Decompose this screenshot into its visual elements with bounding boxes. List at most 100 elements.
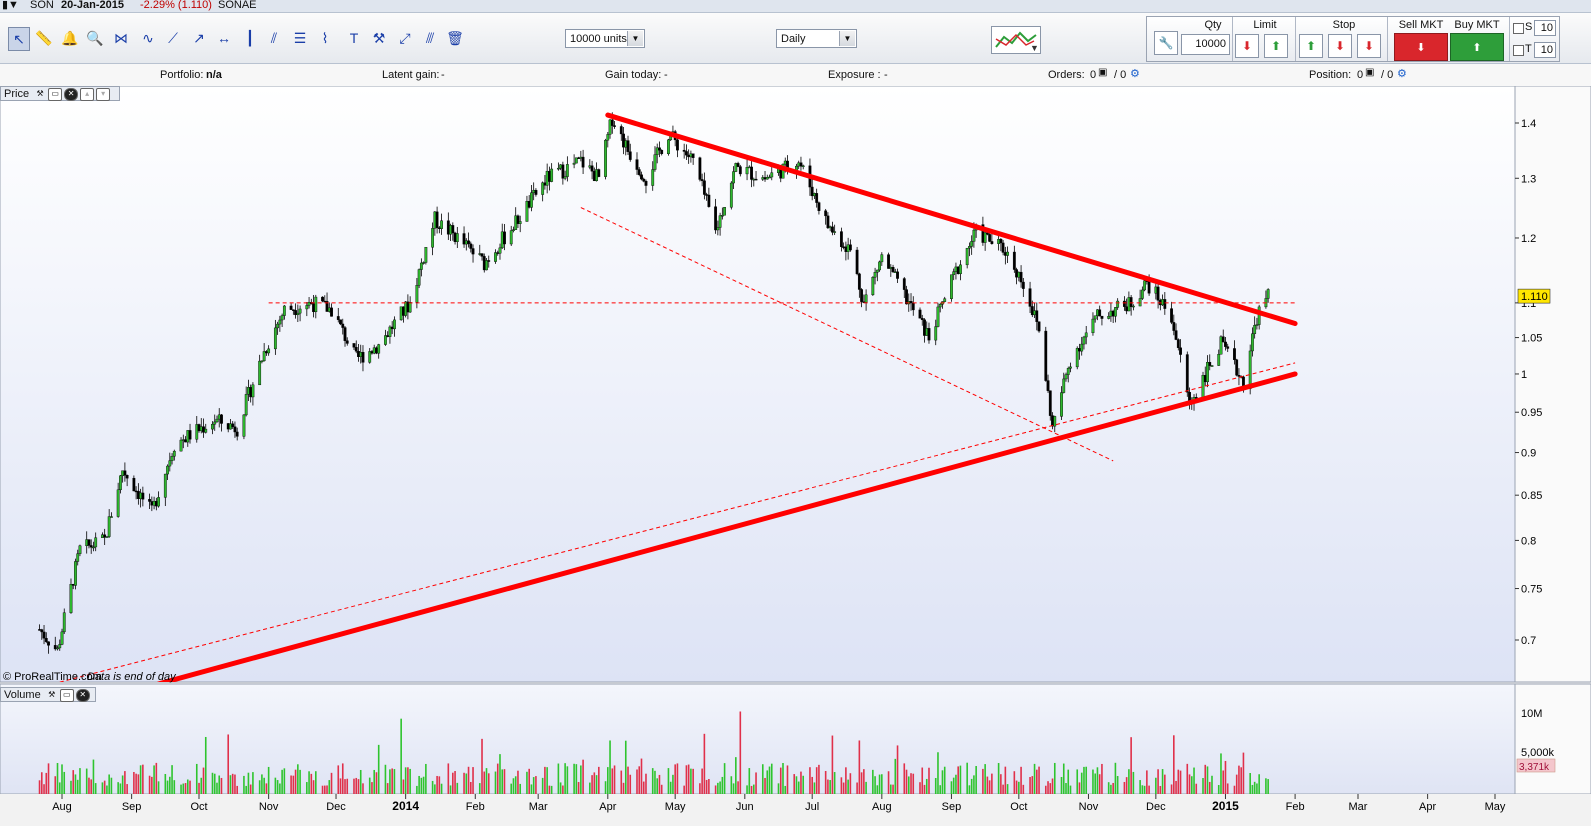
price-candle (399, 306, 403, 321)
fan-icon[interactable]: ⫻ (425, 29, 435, 46)
volume-bar (764, 777, 766, 794)
wrench-icon[interactable]: ⚒ (48, 689, 56, 699)
orders-count-a[interactable]: 0 (1090, 69, 1097, 81)
price-candle (345, 337, 349, 346)
move-down-icon[interactable]: ▾ (96, 87, 111, 101)
ray-icon[interactable]: ↗ (193, 29, 205, 46)
ruler-icon[interactable]: 📏 (35, 29, 53, 46)
price-candle (132, 475, 136, 492)
s-checkbox[interactable] (1513, 23, 1524, 34)
price-candle (1201, 371, 1205, 400)
volume-bar (263, 777, 265, 794)
limit-label: Limit (1253, 19, 1277, 31)
volume-bar (613, 765, 616, 794)
price-candle (141, 486, 145, 507)
price-candle (1080, 336, 1084, 356)
t-input[interactable]: 10 (1534, 42, 1556, 58)
price-candle (431, 222, 435, 256)
wave-icon[interactable]: ∿ (142, 29, 154, 46)
orders-count-b[interactable]: / 0 (1114, 69, 1127, 81)
dashed-trendline[interactable] (53, 362, 1296, 684)
symbol-label[interactable]: SON (30, 0, 54, 11)
buy-mkt-button[interactable]: ⬆ (1450, 33, 1504, 61)
stop-buy-button[interactable]: ⬇ (1328, 34, 1352, 58)
volume-bar (1256, 783, 1258, 794)
price-candle (817, 201, 821, 215)
volume-bar (218, 775, 221, 794)
trendline[interactable] (156, 371, 1298, 684)
zigzag-icon[interactable]: ⌇ (321, 29, 329, 46)
position-settings-icon[interactable]: ⚙ (1397, 68, 1407, 80)
trash-icon[interactable]: 🗑 (446, 29, 464, 46)
horizontal-line-icon[interactable]: ↔ (217, 30, 231, 46)
limit-buy-button[interactable]: ⬆ (1264, 34, 1288, 58)
arrows-icon[interactable]: ⤢ (399, 29, 411, 46)
volume-bar (186, 779, 189, 794)
vertical-line-icon[interactable]: ┃ (245, 29, 255, 46)
price-candle (635, 152, 639, 175)
volume-bar (88, 777, 90, 794)
volume-bar (1116, 776, 1119, 794)
pattern-icon[interactable]: ⋈ (114, 29, 128, 46)
portfolio-value: n/a (206, 69, 222, 81)
text-icon[interactable]: T (349, 30, 359, 46)
price-candle (1257, 304, 1261, 330)
arrow-up-icon: ⬆ (1270, 39, 1282, 53)
maximize-icon[interactable]: ▭ (48, 87, 63, 101)
portfolio-info-bar: Portfolio: n/a Latent gain: - Gain today… (0, 64, 1591, 87)
price-candle (1006, 246, 1010, 264)
price-candle (702, 172, 706, 200)
volume-bar (937, 752, 939, 794)
volume-bar (815, 767, 818, 794)
price-panel-tab[interactable]: Price ⚒ ▭ ✕ ▴ ▾ (0, 86, 120, 101)
orders-icon[interactable]: ▣ (1098, 67, 1108, 78)
price-axis-background (1514, 86, 1591, 683)
volume-bar (200, 777, 203, 794)
volume-bar (211, 772, 214, 794)
move-up-icon[interactable]: ▴ (80, 87, 95, 101)
position-icon[interactable]: ▣ (1365, 67, 1375, 78)
price-candle (1253, 316, 1257, 339)
zoom-icon[interactable]: 🔍 (86, 29, 104, 46)
stop-extra-button[interactable]: ⬇ (1357, 34, 1381, 58)
settings-wrench-button[interactable]: 🔧 (1154, 31, 1178, 55)
dashed-trendline[interactable] (580, 207, 1114, 462)
position-count-b[interactable]: / 0 (1381, 69, 1394, 81)
units-select[interactable]: 10000 units ▼ (565, 29, 645, 48)
volume-bar (1110, 784, 1112, 794)
close-icon[interactable]: ✕ (64, 87, 79, 101)
position-count-a[interactable]: 0 (1357, 69, 1364, 81)
price-tick-label: 0.8 (1521, 535, 1536, 547)
volume-bar (1222, 770, 1225, 794)
pointer-icon[interactable]: ↖ (8, 27, 30, 51)
price-candle (1233, 340, 1236, 365)
volume-bar (919, 782, 921, 794)
close-icon[interactable]: ✕ (75, 688, 90, 702)
volume-panel-tab[interactable]: Volume ⚒ ▭ ✕ (0, 687, 96, 702)
t-checkbox[interactable] (1513, 45, 1524, 56)
trendline[interactable] (605, 112, 1298, 327)
chart-style-button[interactable]: ▼ (991, 26, 1041, 54)
price-candle (89, 539, 93, 554)
orders-settings-icon[interactable]: ⚙ (1130, 68, 1140, 80)
volume-bar (672, 774, 674, 794)
stop-sell-button[interactable]: ⬆ (1299, 34, 1323, 58)
fibonacci-icon[interactable]: ☰ (293, 29, 307, 46)
volume-bar (761, 764, 764, 794)
qty-input[interactable]: 10000 (1181, 34, 1230, 55)
price-candle (606, 131, 610, 148)
wrench-icon[interactable]: ⚒ (36, 88, 44, 98)
sell-mkt-button[interactable]: ⬇ (1394, 33, 1448, 61)
volume-bar (166, 780, 169, 794)
limit-sell-button[interactable]: ⬇ (1235, 34, 1259, 58)
volume-bar (939, 785, 942, 794)
maximize-icon[interactable]: ▭ (59, 688, 74, 702)
parallel-channel-icon[interactable]: ⫽ (270, 29, 278, 46)
trendline-icon[interactable]: ⟋ (168, 29, 178, 46)
alert-bell-icon[interactable]: 🔔 (61, 29, 79, 46)
s-input[interactable]: 10 (1534, 20, 1556, 36)
hammer-icon[interactable]: ⚒ (372, 29, 386, 46)
interval-select[interactable]: Daily ▼ (776, 29, 857, 48)
volume-bar (1155, 777, 1157, 794)
